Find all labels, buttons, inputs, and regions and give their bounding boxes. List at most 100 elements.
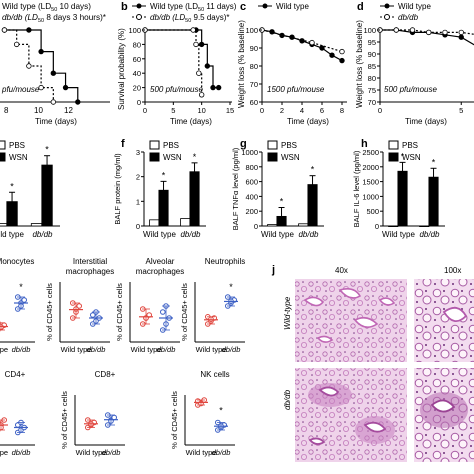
flow-xcat-i-monocytes-1: db/db <box>12 345 31 354</box>
data-point-a-0-4 <box>62 84 69 91</box>
flow-ylabel-i-alveolar: % of CD45+ cells <box>115 283 124 341</box>
data-point-i-alveolar-1-3 <box>160 309 166 315</box>
flow-xcat-i-monocytes-0: type <box>0 345 8 354</box>
panel-a-xtick-8: 8 <box>4 106 9 115</box>
significance-i-monocytes: * <box>19 282 23 292</box>
legend-swatch-wsn-h <box>388 152 399 162</box>
panel-a-legend-2: db/db (LD50 8 days 3 hours)* <box>2 13 107 24</box>
panel-a-legend-db-b: 8 days 3 hours)* <box>44 13 107 22</box>
bar-e-pbs-0 <box>0 223 8 227</box>
bar-g-wsn-1 <box>307 184 318 227</box>
panel-d-xlabel: Time (days) <box>405 117 447 126</box>
panel-g-letter: g <box>240 138 247 150</box>
flow-xcat-i-neutrophils-0: Wild type <box>196 345 227 354</box>
xtick-label-c-3: 6 <box>320 106 324 115</box>
xcat-f-1: db/db <box>180 230 201 239</box>
histology-dbdb-40x <box>295 368 407 462</box>
panel-b-legend-db-b: 9.5 days)* <box>191 13 229 22</box>
panel-j-mag-40x: 40x <box>335 266 348 275</box>
significance-h-1: * <box>432 157 436 167</box>
data-point-b-0-2 <box>198 41 205 48</box>
data-point-d-1-4 <box>442 29 448 36</box>
legend-label-pbs-e: PBS <box>9 141 25 150</box>
bar-h-pbs-0 <box>388 225 399 228</box>
panel-c-xticks: 0 2 4 6 8 <box>260 102 344 115</box>
series-line-a-0 <box>4 29 79 102</box>
histology-dbdb-40x-tissue <box>295 368 407 462</box>
panel-c-ylabel: Weight loss (% baseline) <box>237 20 246 108</box>
series-line-d-1 <box>380 29 474 35</box>
ytick-label-f-1: 2 <box>136 173 140 182</box>
ytick-label-b-0: 100 <box>128 26 141 35</box>
xcat-g-0: Wild type <box>261 230 294 239</box>
legend-swatch-wsn-f <box>149 152 160 162</box>
data-point-a-1-0 <box>1 27 8 33</box>
flow-title-i-cd4: CD4+ <box>5 370 26 379</box>
panel-b-legend-wt-b: 11 days) <box>204 2 237 11</box>
flow-ylabel-i-interstitial: % of CD45+ cells <box>45 283 54 341</box>
panel-a-xtick-12: 12 <box>64 106 73 115</box>
ytick-label-c-1: 90 <box>250 44 258 53</box>
panel-a-legend-db-sub: 50 <box>38 18 44 24</box>
significance-h-0: * <box>401 151 405 161</box>
ytick-label-d-4: 80 <box>368 74 376 83</box>
ylabel-h: BALF IL-6 level (pg/ml) <box>352 150 361 227</box>
ytick-label-b-1: 80 <box>133 40 141 49</box>
bar-h-pbs-1 <box>419 225 430 228</box>
ytick-label-d-0: 100 <box>363 26 376 35</box>
bar-f-pbs-0 <box>149 219 160 227</box>
data-point-d-0-5 <box>458 34 464 40</box>
data-point-c-0-7 <box>329 52 335 58</box>
xtick-label-d-0: 0 <box>378 106 382 115</box>
panel-d-note: 500 pfu/mouse <box>384 85 437 94</box>
panel-c-legend-wt: Wild type <box>276 2 309 11</box>
panel-j-row-wildtype: Wild-type <box>283 296 292 330</box>
ytick-label-c-2: 80 <box>250 62 258 71</box>
ytick-label-h-0: 2500 <box>362 148 379 157</box>
flow-title-i-neutrophils: Neutrophils <box>205 257 245 266</box>
data-point-c-0-1 <box>269 29 275 35</box>
histology-wildtype-100x <box>414 279 474 362</box>
significance-e-0: * <box>10 181 14 191</box>
legend-swatch-wsn-g <box>267 152 278 162</box>
panel-d-letter: d <box>357 1 364 13</box>
ytick-label-c-0: 100 <box>245 26 258 35</box>
panel-j: j 40x 100x Wild-type db/db <box>271 264 474 462</box>
legend-swatch-pbs-h <box>388 140 399 150</box>
significance-e-1: * <box>45 145 49 155</box>
airway-icon <box>363 421 387 433</box>
panel-b-legend: Wild type (LD50 11 days) db/db (LD50 9.5… <box>132 2 237 24</box>
bar-f-wsn-1 <box>189 171 200 227</box>
ytick-label-b-5: 0 <box>137 98 141 107</box>
bar-e-wsn-0 <box>6 201 18 227</box>
bar-f-wsn-0 <box>158 189 169 227</box>
series-line-b-0 <box>145 29 219 89</box>
xtick-label-c-4: 8 <box>340 106 344 115</box>
legend-label-wsn-g: WSN <box>281 153 300 162</box>
airway-icon <box>430 399 456 413</box>
legend-label-pbs-h: PBS <box>402 141 418 150</box>
panel-d-legend-db: db/db <box>398 13 419 22</box>
bar-h-wsn-1 <box>428 176 439 227</box>
airway-icon <box>318 386 340 397</box>
airway-icon <box>378 297 396 306</box>
flow-xcat-i-cd4-0: type <box>0 448 8 457</box>
histology-wildtype-40x <box>295 279 407 362</box>
bar-e-pbs-1 <box>30 223 43 227</box>
airway-icon <box>316 335 334 343</box>
legend-label-wsn-e: WSN <box>9 153 28 162</box>
ytick-label-d-6: 70 <box>368 98 376 107</box>
panel-d-legend-wt-marker <box>384 3 390 9</box>
flow-xcat-i-alveolar-0: Wild type <box>131 345 162 354</box>
xtick-label-c-1: 2 <box>280 106 284 115</box>
ytick-label-g-0: 1000 <box>241 148 258 157</box>
panel-c-legend-marker <box>262 3 268 9</box>
ytick-label-c-4: 60 <box>250 98 258 107</box>
flow-title-i-monocytes: Monocytes <box>0 257 34 266</box>
legend-label-pbs-f: PBS <box>163 141 179 150</box>
panel-a-legend-1: Wild type (LD50 10 days) <box>2 2 91 13</box>
data-point-d-1-3 <box>426 29 432 36</box>
ylabel-g: BALF TNFα level (pg/ml) <box>231 147 240 230</box>
bar-g-wsn-0 <box>276 215 287 227</box>
xtick-label-b-2: 10 <box>197 106 205 115</box>
